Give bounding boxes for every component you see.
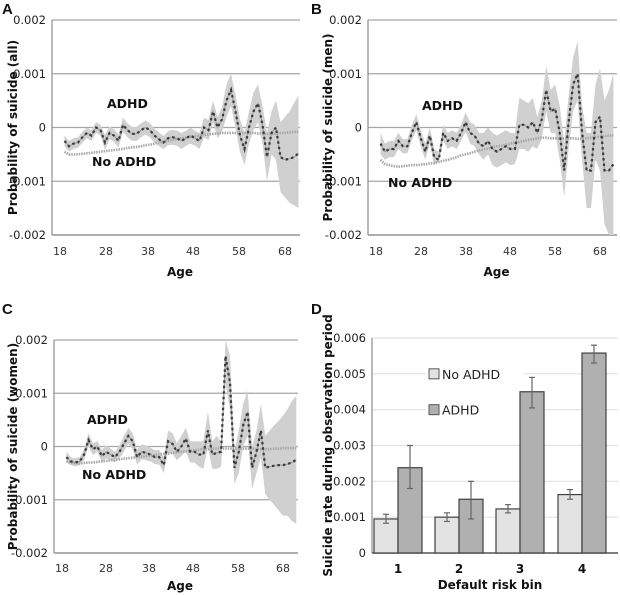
no-adhd-line xyxy=(379,134,614,169)
y-tick-label: 0.003 xyxy=(333,439,366,453)
x-tick-label: 68 xyxy=(278,245,292,258)
panel-b: B -0.002 -0.001 0 0.001 0.002 Probability of s… xyxy=(311,1,617,279)
x-tick-label: 58 xyxy=(231,562,245,575)
y-tick-label: 0.002 xyxy=(15,333,48,347)
adhd-confidence-band xyxy=(66,340,297,524)
x-tick-label: 68 xyxy=(593,245,607,258)
y-tick-label: -0.002 xyxy=(325,228,362,242)
y-tick-label: 0.002 xyxy=(333,474,366,488)
x-tick-label: 2 xyxy=(455,562,463,576)
x-axis-title: Age xyxy=(483,265,509,279)
x-tick-label: 18 xyxy=(53,245,67,258)
adhd-line xyxy=(65,355,297,470)
x-axis-title: Age xyxy=(167,579,193,593)
bar-adhd xyxy=(581,352,607,554)
x-tick-label: 58 xyxy=(548,245,562,258)
y-tick-label: 0.002 xyxy=(329,13,362,27)
legend-swatch-adhd xyxy=(428,404,440,416)
x-tick-label: 28 xyxy=(99,562,113,575)
y-tick-label: 0.005 xyxy=(333,367,366,381)
y-tick-label: -0.002 xyxy=(9,228,46,242)
adhd-line xyxy=(63,86,300,161)
y-tick-label: 0.001 xyxy=(15,386,48,400)
adhd-label: ADHD xyxy=(107,96,148,111)
bar-no-adhd xyxy=(373,518,399,554)
y-tick-label: -0.001 xyxy=(11,493,48,507)
legend-label-adhd: ADHD xyxy=(442,403,479,418)
panel-letter: D xyxy=(311,301,322,318)
panel-letter: A xyxy=(2,1,13,18)
x-tick-label: 68 xyxy=(276,562,290,575)
y-axis-title: Probability of suicide (all) xyxy=(6,40,20,215)
x-tick-label: 58 xyxy=(232,245,246,258)
x-tick-label: 48 xyxy=(503,245,517,258)
adhd-label: ADHD xyxy=(422,98,463,113)
y-tick-label: -0.001 xyxy=(325,174,362,188)
x-axis-title: Default risk bin xyxy=(438,578,543,592)
y-tick-label: 0.001 xyxy=(13,67,46,81)
y-tick-label: 0 xyxy=(359,546,366,560)
y-axis-title: Probability of suicide (men) xyxy=(321,33,335,221)
y-tick-label: -0.001 xyxy=(9,174,46,188)
y-tick-label: 0.001 xyxy=(333,510,366,524)
legend-background xyxy=(426,398,524,421)
panel-a: A -0.002 -0.001 0 0.001 0.002 Probability of s… xyxy=(2,1,300,279)
x-tick-label: 4 xyxy=(578,562,586,576)
y-tick-label: 0.006 xyxy=(333,331,366,345)
panel-letter: B xyxy=(311,1,322,18)
x-tick-label: 38 xyxy=(142,562,156,575)
x-tick-label: 3 xyxy=(516,562,524,576)
y-tick-label: 0 xyxy=(41,440,48,454)
no-adhd-label: No ADHD xyxy=(82,467,146,482)
y-tick-label: 0 xyxy=(39,121,46,135)
adhd-label: ADHD xyxy=(87,412,128,427)
panel-d: D 0 0.001 0.002 0.003 0.004 0.005 0.006Suicide … xyxy=(311,301,618,592)
x-tick-label: 38 xyxy=(459,245,473,258)
x-tick-label: 48 xyxy=(186,562,200,575)
adhd-line xyxy=(379,73,615,172)
no-adhd-label: No ADHD xyxy=(92,154,156,169)
x-tick-label: 38 xyxy=(141,245,155,258)
y-tick-label: 0.004 xyxy=(333,403,366,417)
legend-swatch-no-adhd xyxy=(428,368,440,380)
x-tick-label: 18 xyxy=(369,245,383,258)
adhd-confidence-band xyxy=(380,41,614,235)
x-tick-label: 28 xyxy=(99,245,113,258)
bar-no-adhd xyxy=(434,516,460,554)
no-adhd-line xyxy=(66,446,297,465)
y-tick-label: 0.001 xyxy=(329,67,362,81)
x-tick-label: 1 xyxy=(394,562,402,576)
y-axis-title: Suicide rate during observation period xyxy=(321,314,335,576)
x-tick-label: 48 xyxy=(186,245,200,258)
panel-letter: C xyxy=(2,301,13,318)
y-tick-label: 0 xyxy=(355,121,362,135)
y-axis-title: Probability of suicide (women) xyxy=(6,343,20,550)
no-adhd-line xyxy=(63,130,299,156)
x-tick-label: 18 xyxy=(55,562,69,575)
bar-adhd xyxy=(519,391,545,554)
y-tick-label: -0.002 xyxy=(11,546,48,560)
bar-no-adhd xyxy=(495,508,521,554)
x-axis-title: Age xyxy=(167,265,193,279)
y-tick-label: 0.002 xyxy=(13,13,46,27)
x-tick-label: 28 xyxy=(414,245,428,258)
legend-label-no-adhd: No ADHD xyxy=(442,367,500,382)
no-adhd-label: No ADHD xyxy=(388,175,452,190)
bar-no-adhd xyxy=(557,493,583,554)
legend-background xyxy=(426,362,524,385)
